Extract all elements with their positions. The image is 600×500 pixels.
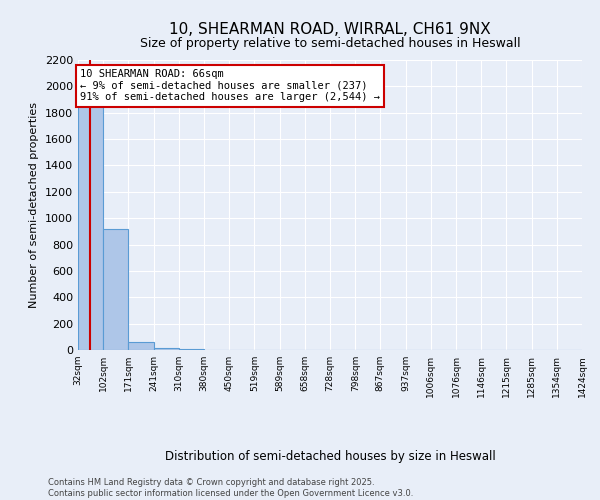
Text: Size of property relative to semi-detached houses in Heswall: Size of property relative to semi-detach… xyxy=(140,38,520,51)
Y-axis label: Number of semi-detached properties: Number of semi-detached properties xyxy=(29,102,40,308)
Bar xyxy=(154,348,179,350)
Text: Contains HM Land Registry data © Crown copyright and database right 2025.
Contai: Contains HM Land Registry data © Crown c… xyxy=(48,478,413,498)
Text: 10, SHEARMAN ROAD, WIRRAL, CH61 9NX: 10, SHEARMAN ROAD, WIRRAL, CH61 9NX xyxy=(169,22,491,38)
Bar xyxy=(103,228,128,350)
Text: 10 SHEARMAN ROAD: 66sqm
← 9% of semi-detached houses are smaller (237)
91% of se: 10 SHEARMAN ROAD: 66sqm ← 9% of semi-det… xyxy=(80,69,380,102)
X-axis label: Distribution of semi-detached houses by size in Heswall: Distribution of semi-detached houses by … xyxy=(164,450,496,463)
Bar xyxy=(78,106,103,350)
Bar xyxy=(128,342,154,350)
